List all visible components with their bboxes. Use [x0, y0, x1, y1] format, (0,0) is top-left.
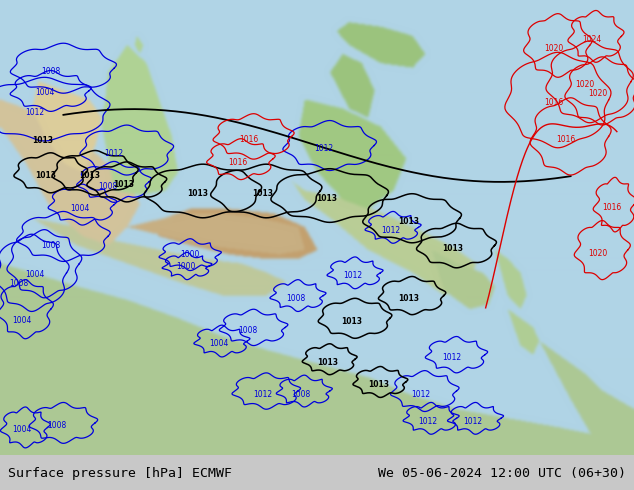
- Text: 1004: 1004: [70, 204, 89, 214]
- Text: 1020: 1020: [588, 89, 607, 98]
- Text: 1012: 1012: [344, 271, 363, 280]
- Text: 1012: 1012: [411, 390, 430, 398]
- Text: 1004: 1004: [25, 270, 45, 279]
- Text: 1013: 1013: [32, 136, 53, 145]
- Text: 1013: 1013: [443, 244, 463, 253]
- Text: 1012: 1012: [463, 417, 482, 426]
- Text: 1004: 1004: [13, 316, 32, 325]
- Text: 1012: 1012: [418, 417, 437, 426]
- Text: 1008: 1008: [238, 326, 257, 335]
- Text: 1013: 1013: [252, 190, 273, 198]
- Text: 1016: 1016: [557, 135, 576, 144]
- Text: 1012: 1012: [443, 353, 462, 362]
- Text: 1016: 1016: [602, 203, 621, 212]
- Text: 1013: 1013: [35, 171, 56, 180]
- Text: 1016: 1016: [228, 158, 247, 167]
- Text: 1013: 1013: [398, 294, 419, 303]
- Text: 1013: 1013: [79, 171, 100, 180]
- Text: 1008: 1008: [48, 421, 67, 430]
- Text: 1013: 1013: [341, 317, 362, 326]
- Text: 1008: 1008: [98, 182, 117, 191]
- Text: 1000: 1000: [181, 250, 200, 259]
- Text: 1008: 1008: [41, 241, 60, 250]
- Text: 1012: 1012: [314, 144, 333, 153]
- Text: 1020: 1020: [588, 248, 607, 258]
- Text: 1013: 1013: [316, 194, 337, 203]
- Text: 1012: 1012: [254, 390, 273, 398]
- Text: Surface pressure [hPa] ECMWF: Surface pressure [hPa] ECMWF: [8, 466, 231, 480]
- Text: 1024: 1024: [582, 35, 601, 44]
- Text: 1004: 1004: [209, 339, 229, 347]
- Text: 1008: 1008: [287, 294, 306, 303]
- Text: 1000: 1000: [176, 262, 196, 271]
- Text: 1013: 1013: [368, 380, 389, 390]
- Text: 1004: 1004: [13, 425, 32, 434]
- Text: 1013: 1013: [317, 358, 338, 367]
- Text: 1008: 1008: [10, 279, 29, 289]
- Text: 1008: 1008: [41, 67, 60, 75]
- Text: 1020: 1020: [576, 80, 595, 89]
- Text: 1013: 1013: [398, 217, 419, 226]
- Text: 1012: 1012: [382, 226, 401, 235]
- Text: We 05-06-2024 12:00 UTC (06+30): We 05-06-2024 12:00 UTC (06+30): [378, 466, 626, 480]
- Text: 1012: 1012: [25, 108, 44, 117]
- Text: 1020: 1020: [544, 44, 563, 53]
- Text: 1004: 1004: [35, 89, 55, 98]
- Text: 1016: 1016: [240, 135, 259, 144]
- Text: 1016: 1016: [544, 98, 563, 107]
- Text: 1013: 1013: [187, 190, 208, 198]
- Text: 1013: 1013: [113, 180, 134, 189]
- Text: 1008: 1008: [292, 390, 311, 398]
- Text: 1012: 1012: [105, 148, 124, 157]
